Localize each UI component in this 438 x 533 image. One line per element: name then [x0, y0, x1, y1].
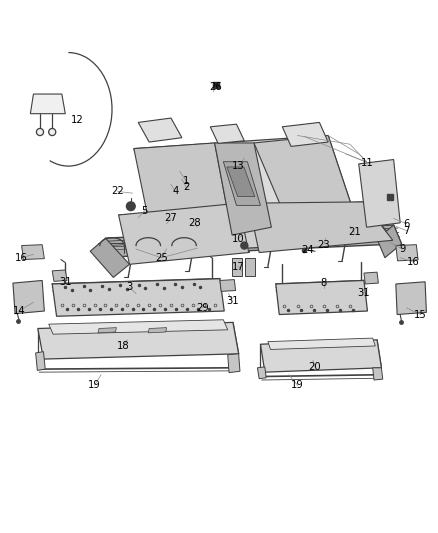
Polygon shape: [223, 161, 261, 205]
Text: 27: 27: [165, 214, 177, 223]
Polygon shape: [283, 123, 328, 147]
Polygon shape: [232, 258, 242, 276]
Polygon shape: [21, 245, 44, 260]
Circle shape: [36, 128, 43, 135]
Polygon shape: [215, 143, 272, 235]
Text: 7: 7: [403, 225, 410, 236]
Text: 8: 8: [321, 278, 327, 288]
Polygon shape: [245, 258, 255, 276]
Polygon shape: [268, 338, 375, 350]
Text: 21: 21: [348, 228, 361, 237]
Polygon shape: [377, 225, 402, 258]
Polygon shape: [396, 245, 418, 261]
Text: 18: 18: [117, 341, 129, 351]
Polygon shape: [134, 143, 232, 240]
Circle shape: [38, 130, 42, 134]
Text: 31: 31: [357, 288, 369, 298]
Polygon shape: [119, 202, 394, 253]
Polygon shape: [276, 280, 367, 314]
Text: 5: 5: [141, 206, 148, 216]
Text: 9: 9: [399, 244, 406, 254]
Polygon shape: [35, 352, 45, 370]
Text: 26: 26: [209, 82, 222, 92]
Polygon shape: [359, 159, 400, 227]
Polygon shape: [52, 279, 224, 316]
Text: 25: 25: [155, 253, 168, 263]
Polygon shape: [98, 328, 117, 333]
Text: 11: 11: [361, 158, 374, 167]
Circle shape: [241, 242, 248, 249]
Polygon shape: [148, 328, 166, 333]
Polygon shape: [52, 270, 67, 281]
Text: 1: 1: [183, 176, 190, 187]
Polygon shape: [373, 368, 383, 380]
Circle shape: [49, 128, 56, 135]
Text: 19: 19: [88, 380, 101, 390]
Polygon shape: [13, 280, 44, 313]
Text: 29: 29: [196, 303, 209, 313]
Text: 3: 3: [127, 282, 133, 293]
Circle shape: [50, 130, 54, 134]
Text: 10: 10: [231, 233, 244, 244]
Text: 22: 22: [111, 187, 124, 196]
Text: 23: 23: [318, 240, 330, 249]
Text: 20: 20: [309, 362, 321, 372]
Polygon shape: [364, 272, 378, 284]
Polygon shape: [138, 118, 182, 142]
Polygon shape: [134, 135, 359, 240]
Text: 31: 31: [226, 296, 238, 305]
Polygon shape: [228, 354, 240, 373]
Circle shape: [127, 202, 135, 211]
Polygon shape: [261, 340, 381, 372]
Text: 4: 4: [172, 187, 178, 196]
Polygon shape: [106, 225, 402, 257]
Text: 16: 16: [407, 257, 420, 267]
Text: 15: 15: [414, 310, 427, 319]
Polygon shape: [38, 322, 239, 359]
Text: 31: 31: [59, 277, 72, 287]
Text: 19: 19: [291, 380, 304, 390]
Text: 12: 12: [71, 115, 84, 125]
Polygon shape: [249, 202, 393, 253]
Polygon shape: [90, 238, 130, 277]
Text: 16: 16: [15, 253, 28, 263]
Text: 14: 14: [13, 306, 25, 316]
Text: 24: 24: [301, 245, 314, 255]
Polygon shape: [254, 135, 359, 235]
Text: 2: 2: [183, 182, 190, 192]
Polygon shape: [258, 367, 266, 379]
Polygon shape: [227, 167, 255, 197]
Text: 17: 17: [232, 262, 245, 271]
Text: 6: 6: [403, 219, 410, 229]
Polygon shape: [30, 94, 65, 114]
Polygon shape: [396, 282, 426, 314]
Polygon shape: [220, 280, 236, 292]
Polygon shape: [119, 203, 249, 264]
Polygon shape: [49, 320, 228, 334]
Text: 13: 13: [232, 161, 245, 171]
Polygon shape: [210, 124, 244, 143]
Text: 28: 28: [189, 218, 201, 228]
